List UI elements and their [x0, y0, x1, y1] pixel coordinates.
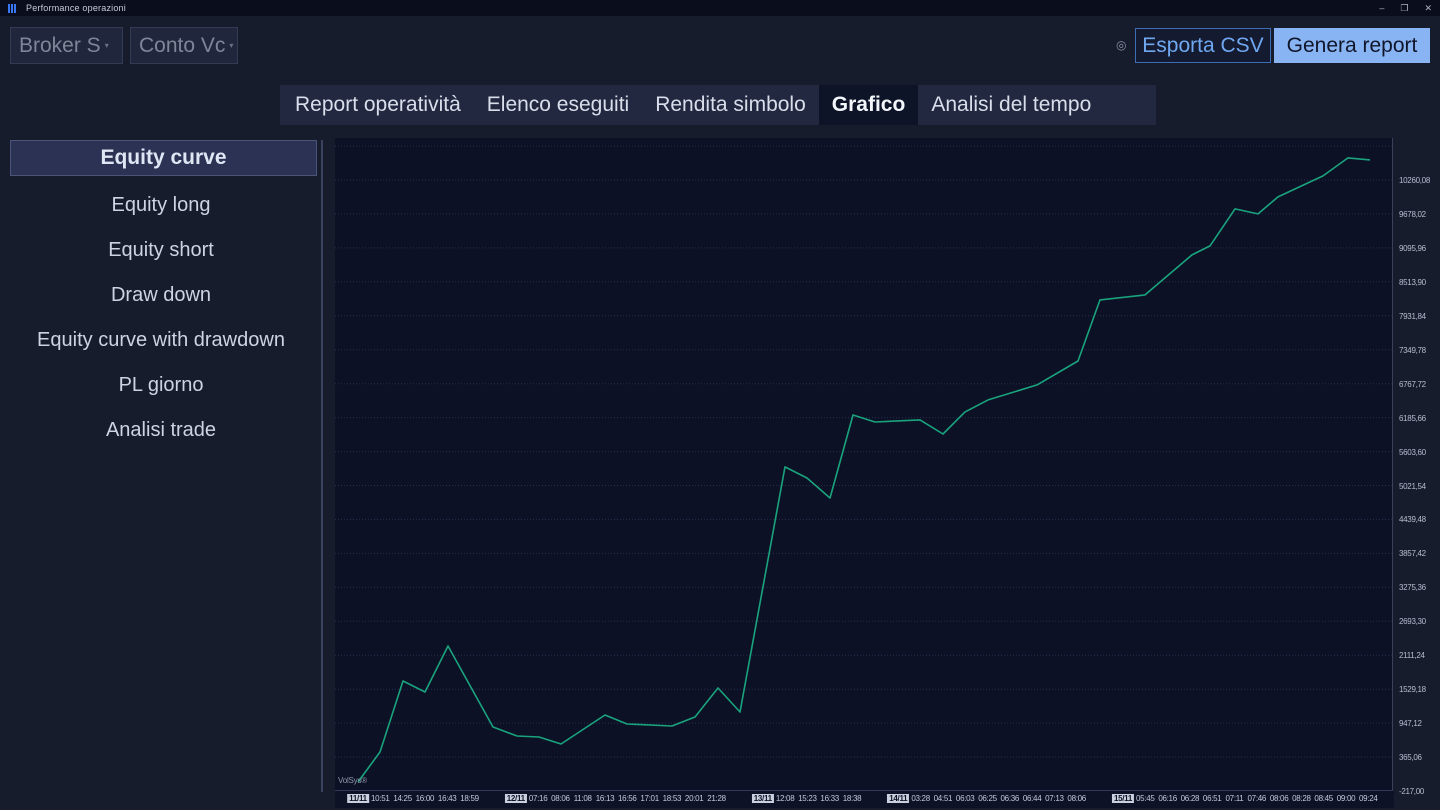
- y-axis-label: 3857,42: [1399, 549, 1426, 559]
- x-axis-label: 06:44: [1022, 794, 1042, 803]
- y-axis-label: 1529,18: [1399, 685, 1426, 695]
- y-axis-label: 2111,24: [1399, 651, 1425, 661]
- export-csv-button[interactable]: Esporta CSV: [1135, 28, 1271, 63]
- x-axis-label: 20:01: [684, 794, 704, 803]
- equity-line: [357, 157, 1371, 783]
- y-axis: 10260,08 9678,02 9095,96 8513,90 7931,84 7349…: [1397, 0, 1440, 810]
- minimize-icon[interactable]: –: [1379, 3, 1385, 13]
- y-axis-label: 6767,72: [1399, 379, 1426, 389]
- broker-dropdown[interactable]: Broker S ▾: [10, 27, 123, 64]
- window-titlebar: Performance operazioni – ❐ ✕: [0, 0, 1440, 16]
- y-axis-label: 5603,60: [1399, 447, 1426, 457]
- x-axis-label: 12:08: [775, 794, 795, 803]
- y-axis-label: 8513,90: [1399, 277, 1426, 287]
- y-axis-label: 9678,02: [1399, 209, 1426, 219]
- x-axis-label: 06:51: [1202, 794, 1222, 803]
- y-axis-label: 947,12: [1399, 719, 1422, 729]
- x-axis-label: 17:01: [640, 794, 659, 803]
- x-axis-label: 03:28: [911, 794, 930, 803]
- y-axis-label: 3275,36: [1399, 583, 1426, 593]
- x-axis-label: 09:00: [1336, 794, 1356, 803]
- volsys-watermark: VolSys®: [338, 776, 367, 785]
- x-axis-label: 18:59: [460, 794, 479, 803]
- settings-icon[interactable]: ◎: [1116, 38, 1127, 52]
- x-axis: 11/11 10:51 14:25 16:00 16:43 18:59 12/11 07:16…: [335, 791, 1394, 808]
- x-axis-label: 16:13: [595, 794, 615, 803]
- sidebar-item-draw-down[interactable]: Draw down: [110, 284, 212, 306]
- conto-dropdown-label: Conto Vc: [139, 33, 226, 57]
- x-axis-label: 16:43: [437, 794, 457, 803]
- sidebar-item-equity-curve[interactable]: Equity curve: [10, 140, 317, 176]
- x-axis-label: 11:08: [573, 794, 592, 803]
- restore-icon[interactable]: ❐: [1400, 2, 1409, 13]
- tab-report-operativit-[interactable]: Report operatività: [295, 93, 461, 116]
- close-icon[interactable]: ✕: [1424, 2, 1432, 13]
- x-axis-label: 08:06: [1269, 794, 1289, 803]
- tab-rendita-simbolo[interactable]: Rendita simbolo: [655, 93, 806, 116]
- x-axis-label: 07:11: [1225, 794, 1244, 803]
- broker-dropdown-label: Broker S: [19, 33, 101, 57]
- x-axis-label: 06:28: [1180, 794, 1200, 803]
- x-axis-label: 14:25: [393, 794, 412, 803]
- x-axis-label: 21:28: [707, 794, 726, 803]
- sidebar-item-analisi-trade[interactable]: Analisi trade: [105, 419, 217, 441]
- x-axis-label: 08:45: [1314, 794, 1333, 803]
- y-axis-label: 7931,84: [1399, 311, 1426, 321]
- x-axis-label: 04:51: [933, 794, 953, 803]
- window-title: Performance operazioni: [26, 3, 126, 13]
- x-axis-label: 16:56: [618, 794, 637, 803]
- chart-canvas: [335, 145, 1393, 791]
- y-axis-label: 5021,54: [1399, 481, 1426, 491]
- x-axis-day-label: 11/11: [347, 794, 369, 803]
- y-axis-label: -217,00: [1399, 787, 1425, 796]
- conto-dropdown[interactable]: Conto Vc ▾: [130, 27, 238, 64]
- x-axis-day-label: 13/11: [751, 794, 774, 803]
- app-icon: [8, 3, 16, 13]
- x-axis-label: 07:16: [528, 794, 548, 803]
- x-axis-label: 09:24: [1359, 794, 1378, 803]
- x-axis-label: 06:25: [978, 794, 997, 803]
- x-axis-label: 16:33: [820, 794, 839, 803]
- report-tabbar: Report operatività Elenco eseguiti Rendita…: [280, 85, 1156, 125]
- y-axis-label: 4439,48: [1399, 515, 1426, 525]
- equity-curve-chart[interactable]: VolSys®: [335, 138, 1393, 791]
- x-axis-day-label: 12/11: [504, 794, 527, 803]
- x-axis-label: 08:06: [551, 794, 570, 803]
- x-axis-label: 10:51: [371, 794, 390, 803]
- y-axis-label: 365,06: [1399, 753, 1422, 763]
- y-axis-label: 6185,66: [1399, 413, 1426, 423]
- x-axis-label: 06:03: [955, 794, 975, 803]
- x-axis-label: 06:16: [1158, 794, 1177, 803]
- chevron-down-icon: ▾: [104, 41, 109, 50]
- x-axis-label: 15:23: [798, 794, 817, 803]
- x-axis-label: 06:36: [1000, 794, 1020, 803]
- generate-report-button[interactable]: Genera report: [1274, 28, 1430, 63]
- tab-elenco-eseguiti[interactable]: Elenco eseguiti: [486, 93, 630, 116]
- x-axis-label: 08:28: [1292, 794, 1311, 803]
- sidebar-item-equity-curve-with-drawdown[interactable]: Equity curve with drawdown: [37, 329, 285, 351]
- y-axis-label: 10260,08: [1399, 176, 1430, 185]
- x-axis-label: 16:00: [415, 794, 435, 803]
- tab-analisi-del-tempo[interactable]: Analisi del tempo: [931, 93, 1092, 116]
- y-axis-label: 9095,96: [1399, 243, 1426, 253]
- x-axis-label: 05:45: [1136, 794, 1155, 803]
- x-axis-label: 07:13: [1045, 794, 1064, 803]
- panel-divider: [321, 140, 323, 792]
- sidebar-item-equity-short[interactable]: Equity short: [108, 239, 214, 261]
- y-axis-label: 7349,78: [1399, 345, 1426, 355]
- x-axis-label: 08:06: [1067, 794, 1086, 803]
- y-axis-label: 2693,30: [1399, 617, 1426, 627]
- sidebar-item-equity-long[interactable]: Equity long: [111, 194, 211, 216]
- chevron-down-icon: ▾: [229, 41, 234, 50]
- x-axis-day-label: 14/11: [887, 794, 910, 803]
- sidebar-item-pl-giorno[interactable]: PL giorno: [118, 374, 204, 396]
- x-axis-label: 18:53: [662, 794, 682, 803]
- x-axis-label: 18:38: [842, 794, 862, 803]
- tab-grafico[interactable]: Grafico: [818, 85, 919, 125]
- x-axis-day-label: 15/11: [1111, 794, 1135, 803]
- x-axis-label: 07:46: [1247, 794, 1267, 803]
